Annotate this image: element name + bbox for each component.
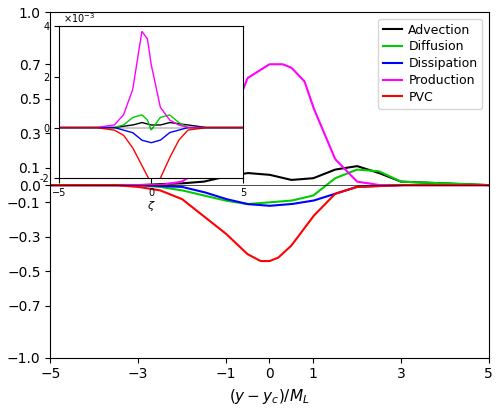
Production [48,183,54,188]
X-axis label: $(y - y_c)/M_L$: $(y - y_c)/M_L$ [229,387,310,406]
Production [256,69,262,74]
PVC [48,183,54,188]
Line: Diffusion: Diffusion [50,170,488,204]
Advection [486,183,492,188]
Diffusion [245,202,251,206]
Production [258,67,264,72]
PVC [476,183,482,188]
PVC [286,246,292,251]
Dissipation [408,183,414,188]
Diffusion [355,167,361,172]
Dissipation [486,183,492,188]
Line: Dissipation: Dissipation [50,185,488,206]
Line: Advection: Advection [50,166,488,185]
Line: PVC: PVC [50,185,488,261]
PVC [486,183,492,188]
Advection [354,164,360,169]
Diffusion [259,200,265,205]
Advection [308,176,314,181]
Production [267,62,273,67]
Dissipation [48,183,54,188]
Production [309,101,315,106]
Production [408,183,414,188]
Advection [258,172,264,177]
Production [486,183,492,188]
Diffusion [309,193,315,198]
Diffusion [286,198,292,203]
Dissipation [286,202,292,207]
PVC [256,257,262,262]
Production [476,183,482,188]
Legend: Advection, Diffusion, Dissipation, Production, PVC: Advection, Diffusion, Dissipation, Produ… [378,19,482,109]
Diffusion [408,180,414,185]
PVC [258,259,264,263]
Production [286,64,292,69]
PVC [408,183,414,188]
Dissipation [258,203,264,208]
Advection [408,180,414,185]
Advection [284,176,290,181]
Advection [48,183,54,188]
Diffusion [477,182,483,187]
PVC [259,259,265,263]
Advection [256,171,262,176]
Diffusion [256,201,262,206]
Dissipation [476,183,482,188]
Diffusion [486,183,492,188]
Dissipation [309,198,315,203]
Advection [476,182,482,187]
Dissipation [256,202,262,207]
Line: Production: Production [50,64,488,185]
Dissipation [266,203,272,208]
Diffusion [48,183,54,188]
PVC [309,215,315,220]
